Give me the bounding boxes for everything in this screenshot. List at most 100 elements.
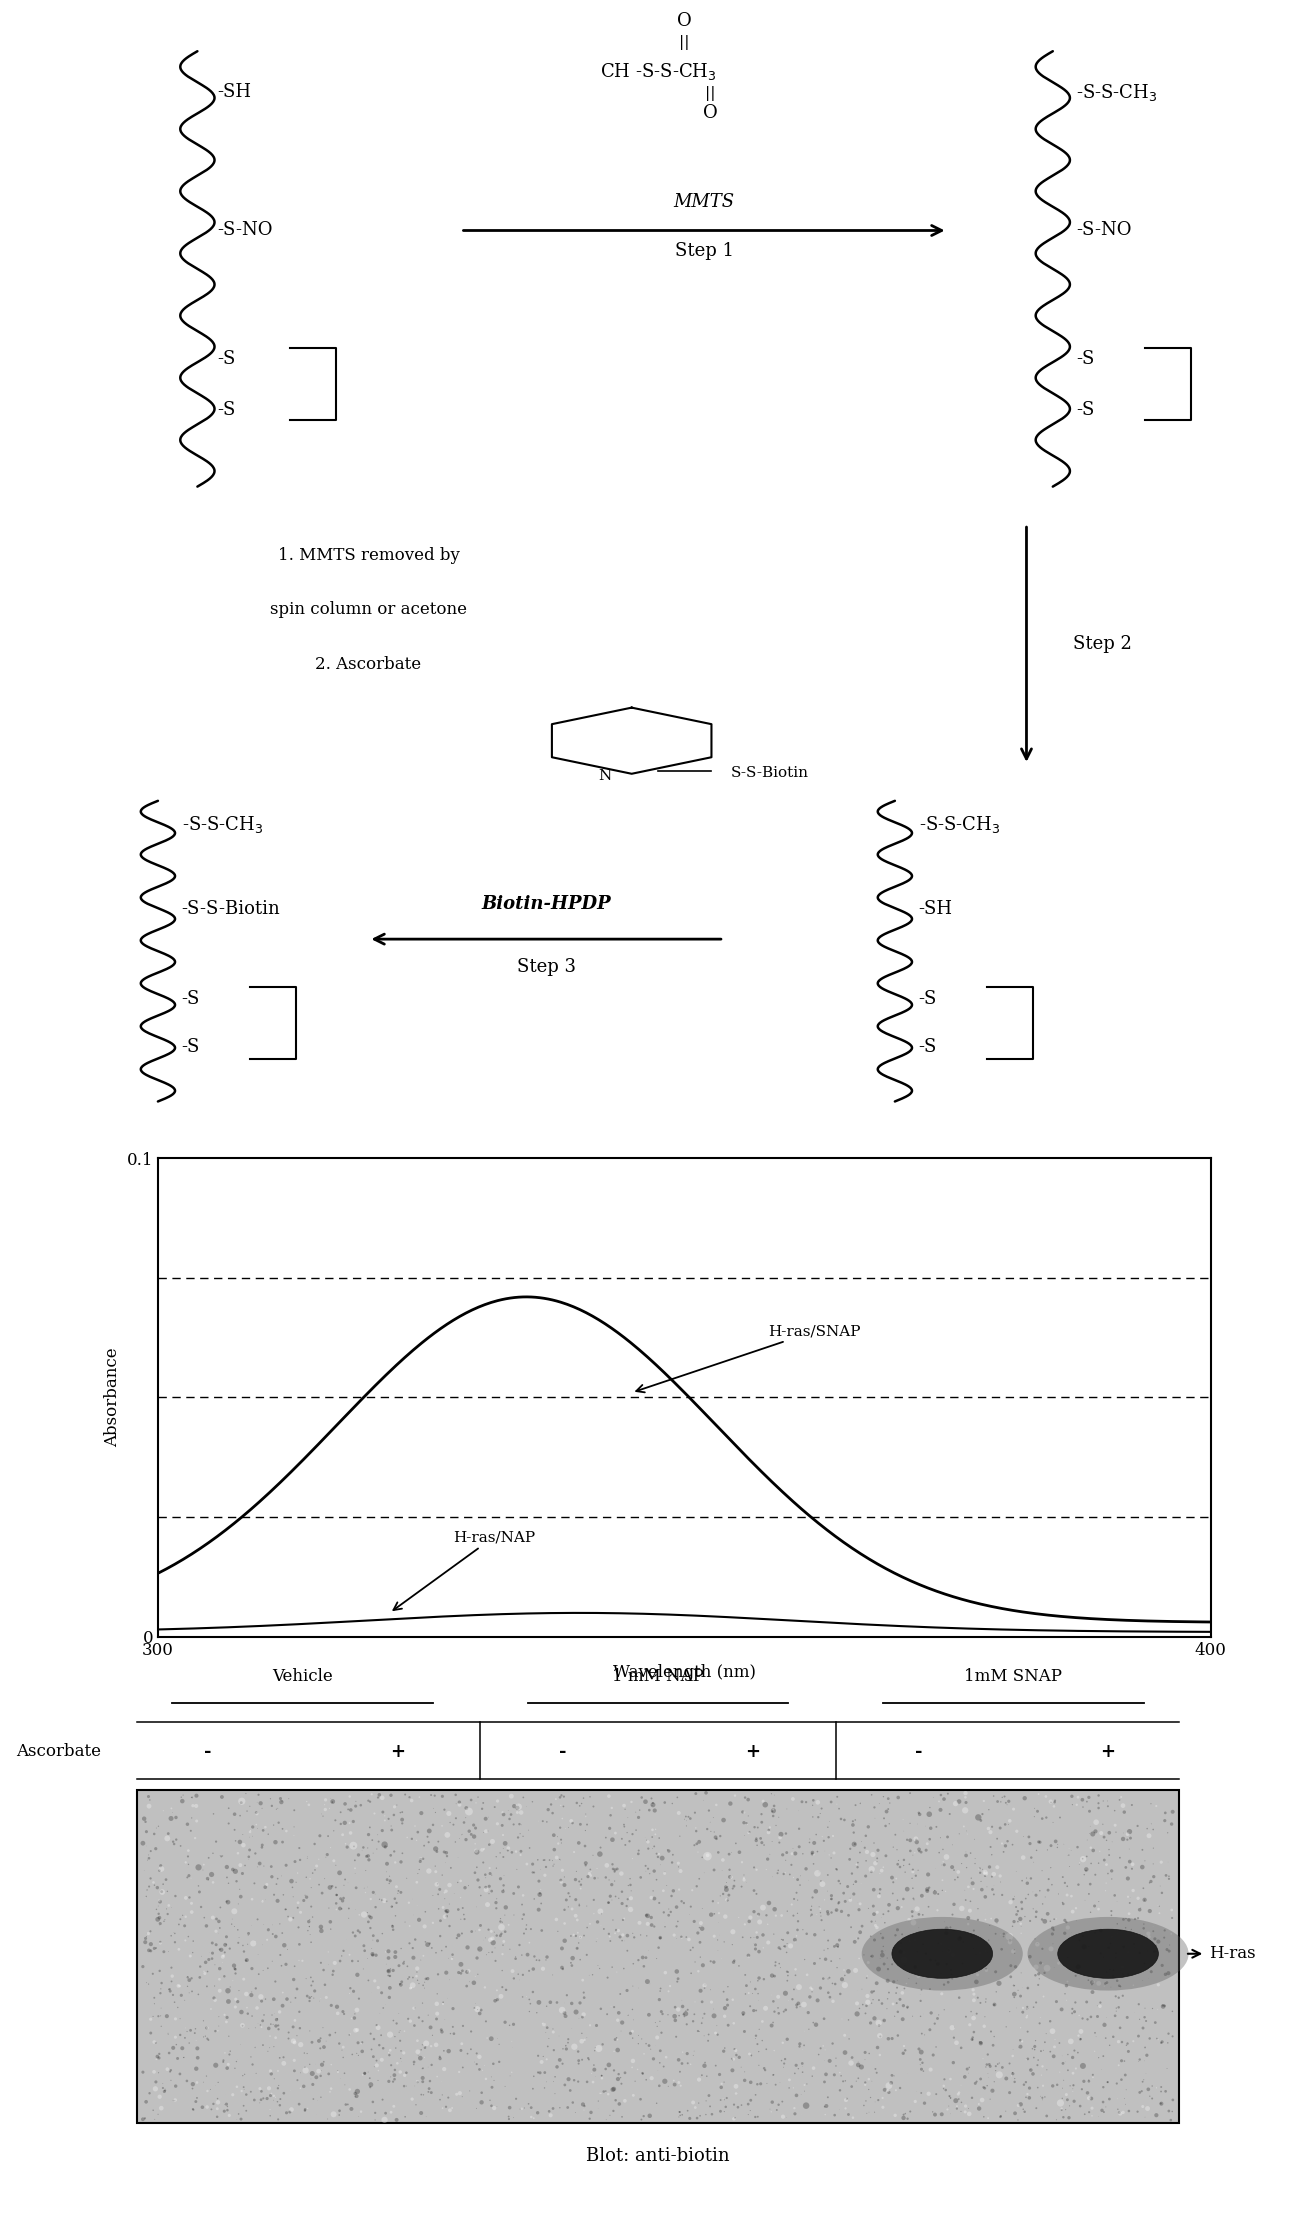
Point bbox=[376, 1862, 397, 1897]
Point bbox=[646, 2009, 667, 2044]
Point bbox=[607, 2022, 628, 2058]
Point bbox=[563, 1917, 584, 1953]
Point bbox=[1015, 1900, 1036, 1935]
Point bbox=[282, 1868, 303, 1904]
Point bbox=[551, 1777, 572, 1813]
Point bbox=[601, 1791, 622, 1826]
Point bbox=[887, 2018, 908, 2053]
Point bbox=[415, 1909, 436, 1944]
Point bbox=[605, 1815, 626, 1851]
Point bbox=[579, 2007, 600, 2042]
Point bbox=[1079, 1815, 1100, 1851]
Point bbox=[176, 2062, 197, 2098]
Point bbox=[524, 2100, 545, 2136]
Point bbox=[305, 2096, 326, 2131]
Point bbox=[372, 1991, 393, 2027]
Point bbox=[1055, 1969, 1076, 2004]
Point bbox=[978, 2056, 999, 2091]
Point bbox=[642, 1873, 663, 1909]
Point bbox=[351, 1833, 372, 1868]
Point bbox=[461, 2031, 482, 2067]
Point bbox=[138, 1840, 159, 1875]
Point bbox=[588, 1893, 609, 1929]
Point bbox=[434, 1844, 455, 1880]
Point bbox=[966, 1995, 987, 2031]
Point bbox=[296, 1784, 317, 1819]
Point bbox=[558, 1888, 579, 1924]
Point bbox=[453, 2009, 474, 2044]
Point bbox=[666, 1888, 687, 1924]
Point bbox=[876, 1982, 898, 2018]
Point bbox=[315, 1862, 336, 1897]
Point bbox=[879, 1786, 900, 1822]
Point bbox=[246, 1991, 267, 2027]
Point bbox=[1020, 1940, 1041, 1975]
Point bbox=[1121, 1851, 1142, 1886]
Point bbox=[311, 1797, 332, 1833]
Point bbox=[628, 1942, 649, 1978]
Point bbox=[538, 2093, 559, 2129]
Point bbox=[669, 2100, 690, 2136]
Point bbox=[738, 2087, 759, 2122]
Point bbox=[324, 1888, 345, 1924]
Point bbox=[869, 1982, 890, 2018]
Point bbox=[721, 1860, 742, 1895]
Point bbox=[341, 2091, 362, 2127]
Point bbox=[717, 1986, 738, 2022]
Point bbox=[579, 1779, 600, 1815]
Point bbox=[896, 1871, 917, 1906]
Point bbox=[649, 2069, 670, 2105]
Point bbox=[365, 2096, 386, 2131]
Point bbox=[786, 1986, 807, 2022]
Point bbox=[1140, 1893, 1161, 1929]
Point bbox=[559, 1880, 580, 1915]
Point bbox=[479, 1826, 500, 1862]
Point bbox=[149, 1895, 170, 1931]
Point bbox=[1074, 1857, 1095, 1893]
Point bbox=[1059, 1848, 1080, 1884]
Point bbox=[803, 2004, 824, 2040]
Point bbox=[476, 1937, 497, 1973]
Point bbox=[645, 1811, 666, 1846]
Point bbox=[601, 1882, 622, 1917]
Point bbox=[418, 2073, 440, 2109]
Point bbox=[261, 1848, 282, 1884]
Point bbox=[634, 1819, 655, 1855]
Point bbox=[592, 2027, 613, 2062]
Point bbox=[290, 1842, 311, 1877]
Point bbox=[1009, 2029, 1030, 2064]
Point bbox=[271, 1915, 292, 1951]
Point bbox=[828, 1864, 849, 1900]
Point bbox=[875, 1933, 896, 1969]
Point bbox=[1029, 1962, 1050, 1998]
Point bbox=[440, 2093, 461, 2129]
Point bbox=[162, 1795, 183, 1831]
Point bbox=[316, 1980, 337, 2015]
Point bbox=[1003, 2031, 1024, 2067]
Point bbox=[799, 2011, 820, 2047]
Point bbox=[769, 1946, 790, 1982]
Point bbox=[1094, 1842, 1115, 1877]
Point bbox=[757, 2067, 778, 2102]
Point bbox=[567, 1902, 588, 1937]
Point bbox=[362, 1937, 383, 1973]
Point bbox=[650, 1973, 671, 2009]
Point bbox=[690, 1911, 711, 1946]
Point bbox=[866, 2056, 887, 2091]
Point bbox=[374, 2102, 395, 2138]
Point bbox=[1053, 1826, 1074, 1862]
Point bbox=[304, 1973, 325, 2009]
Point bbox=[966, 2064, 987, 2100]
Point bbox=[362, 1922, 383, 1958]
Point bbox=[728, 1900, 749, 1935]
Text: H-ras/SNAP: H-ras/SNAP bbox=[636, 1325, 861, 1392]
Point bbox=[376, 1884, 397, 1920]
Point bbox=[411, 1842, 432, 1877]
Point bbox=[412, 2064, 433, 2100]
Point bbox=[824, 1835, 845, 1871]
Point bbox=[680, 1933, 701, 1969]
Point bbox=[974, 2071, 995, 2107]
Point bbox=[690, 2098, 711, 2133]
Point bbox=[917, 1871, 938, 1906]
Point bbox=[333, 1868, 354, 1904]
